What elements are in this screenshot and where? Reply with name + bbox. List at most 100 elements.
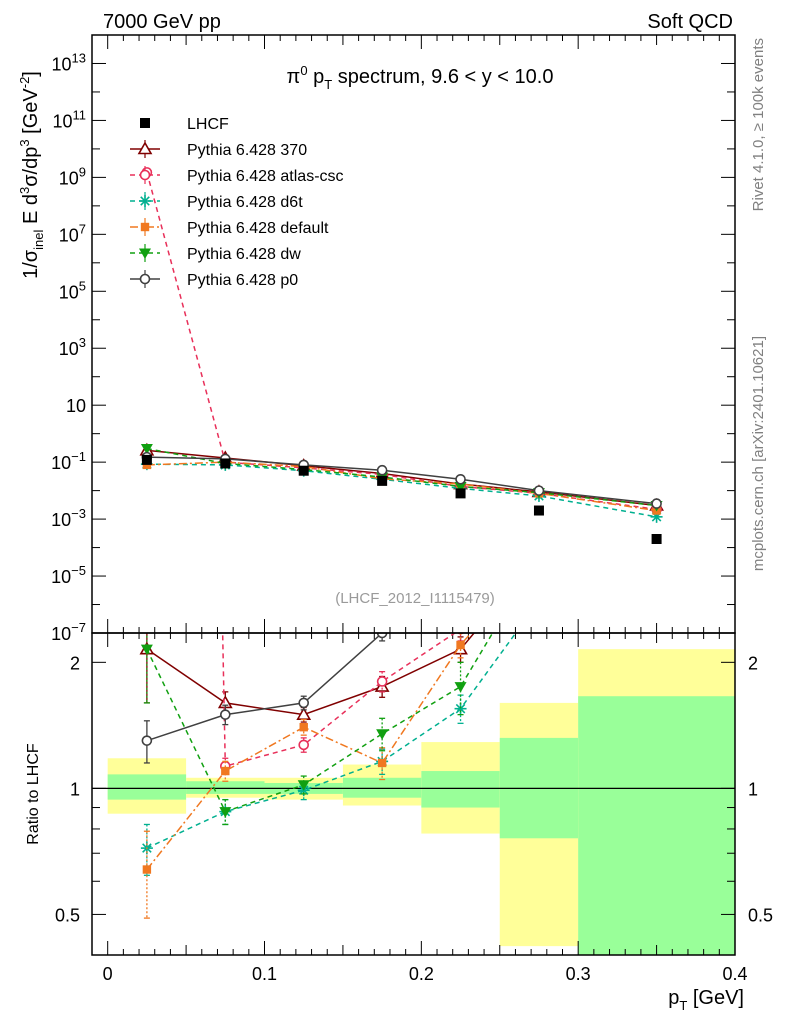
header-collision-label: 7000 GeV pp (103, 11, 221, 33)
ratio-point (376, 676, 388, 687)
ratio-y-tick-label-right: 0.5 (748, 905, 773, 925)
analysis-id-watermark: (LHCF_2012_I1115479) (335, 590, 495, 607)
legend-label-lhcf: LHCF (187, 116, 229, 133)
y-tick-label: 105 (59, 278, 86, 302)
ratio-point (219, 807, 232, 818)
ratio-point (454, 702, 467, 715)
legend-marker-lhcf (140, 118, 150, 128)
series-pythia-6-428-d6t (140, 458, 663, 523)
ratio-point (140, 644, 153, 656)
ratio-band-inner (421, 771, 500, 808)
lhcf-point (220, 458, 231, 469)
ratio-point (533, 595, 545, 607)
star-stroke (455, 703, 466, 714)
series-point (651, 498, 662, 509)
ratio-point (220, 709, 231, 720)
ratio-point (652, 365, 661, 374)
series-point (140, 444, 153, 455)
y-tick-label: 10−3 (51, 506, 86, 530)
ratio-point (456, 640, 465, 650)
y-tick-label: 10 (66, 396, 86, 416)
ratio-point (652, 291, 661, 300)
ratio-point (533, 551, 545, 562)
lhcf-point (377, 475, 388, 486)
ratio-point (298, 697, 310, 709)
legend-marker (139, 169, 151, 181)
legend-label: Pythia 6.428 default (187, 220, 329, 237)
series-point (142, 460, 152, 470)
ratio-y-tick-label-right: 1 (748, 779, 758, 799)
lhcf-point (533, 505, 544, 516)
y-axis-label: 1/σinel E d3σ/dp3 [GeV-2] (17, 71, 46, 279)
x-tick-label: 0.2 (409, 964, 434, 984)
header-category-label: Soft QCD (647, 11, 733, 33)
ratio-point (533, 549, 545, 560)
ratio-point (652, 365, 660, 373)
ratio-point (298, 739, 310, 751)
series-point (533, 485, 545, 496)
ratio-point (376, 633, 388, 639)
series-point (454, 481, 467, 493)
ratio-series-pythia-6-428-p0 (141, 291, 661, 764)
lhcf-point (651, 533, 662, 544)
legend-label: Pythia 6.428 dw (187, 246, 301, 263)
main-axis-ticks: 1013 1011 109 107 105 103 10 10−1 10−3 10−5 10−7 (51, 34, 736, 644)
legend-label: Pythia 6.428 p0 (187, 272, 298, 289)
star-stroke (535, 597, 543, 605)
ratio-point (377, 758, 387, 768)
ratio-band-inner (578, 696, 735, 955)
legend-marker (139, 195, 151, 207)
legend-marker (139, 273, 151, 285)
star-stroke (652, 406, 660, 414)
ratio-point (456, 572, 465, 581)
ratio-y-tick-label: 1 (70, 779, 80, 799)
ratio-y-tick-label: 0.5 (55, 905, 80, 925)
ratio-series-pythia-6-428-default (142, 365, 660, 919)
star-stroke (535, 597, 543, 605)
lhcf-data-points (141, 454, 662, 544)
rivet-version-label: Rivet 4.1.0, ≥ 100k events (750, 38, 767, 211)
x-tick-label: 0.1 (252, 964, 277, 984)
y-tick-label: 10−7 (51, 620, 86, 644)
ratio-clipped (139, 291, 663, 919)
series-point (376, 464, 388, 476)
x-tick-label: 0.4 (722, 964, 747, 984)
ratio-y-tick-label: 2 (70, 653, 80, 673)
y-tick-label: 10−5 (51, 563, 86, 587)
y-tick-label: 1013 (52, 50, 87, 74)
ratio-point (299, 722, 308, 732)
star-stroke (652, 406, 660, 414)
y-tick-label: 1011 (52, 107, 86, 131)
y-tick-label: 103 (59, 335, 86, 359)
x-axis-label: pT [GeV] (668, 987, 744, 1013)
ratio-uncertainty-bands (92, 649, 735, 955)
ratio-point (376, 729, 389, 740)
ratio-point (142, 865, 152, 874)
ratio-point (535, 551, 543, 559)
legend-label: Pythia 6.428 370 (187, 142, 307, 159)
ratio-axis-ticks: 0 0.1 0.2 0.3 0.4 0.5 0.5 1 1 2 2 (55, 633, 773, 984)
x-tick-label: 0.3 (566, 964, 591, 984)
ratio-point (454, 682, 467, 693)
x-tick-label: 0 (103, 964, 113, 984)
y-tick-label: 107 (59, 221, 86, 245)
legend-marker (140, 222, 150, 232)
legend: LHCF Pythia 6.428 370 Pythia 6.428 atlas-c… (130, 116, 344, 289)
ratio-y-axis-label: Ratio to LHCF (25, 743, 42, 845)
ratio-y-tick-label-right: 2 (748, 653, 758, 673)
legend-label: Pythia 6.428 atlas-csc (187, 168, 344, 185)
ratio-series-pythia-6-428-dw (140, 332, 663, 826)
star-stroke (140, 196, 150, 206)
y-tick-label: 10−1 (51, 449, 86, 473)
y-tick-label: 109 (59, 164, 86, 188)
ratio-point (534, 556, 543, 565)
ratio-point (651, 330, 663, 341)
series-point (455, 473, 466, 485)
ratio-point (297, 780, 310, 791)
plot-title: π0 pT spectrum, 9.6 < y < 10.0 (287, 63, 554, 92)
ratio-band-inner (107, 774, 187, 800)
ratio-point (651, 332, 663, 343)
legend-marker (137, 141, 153, 155)
ratio-series-layer (139, 291, 663, 919)
